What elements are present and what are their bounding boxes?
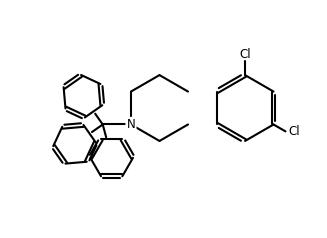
Text: N: N — [127, 118, 135, 131]
Text: Cl: Cl — [239, 48, 251, 61]
Text: Cl: Cl — [288, 125, 300, 138]
